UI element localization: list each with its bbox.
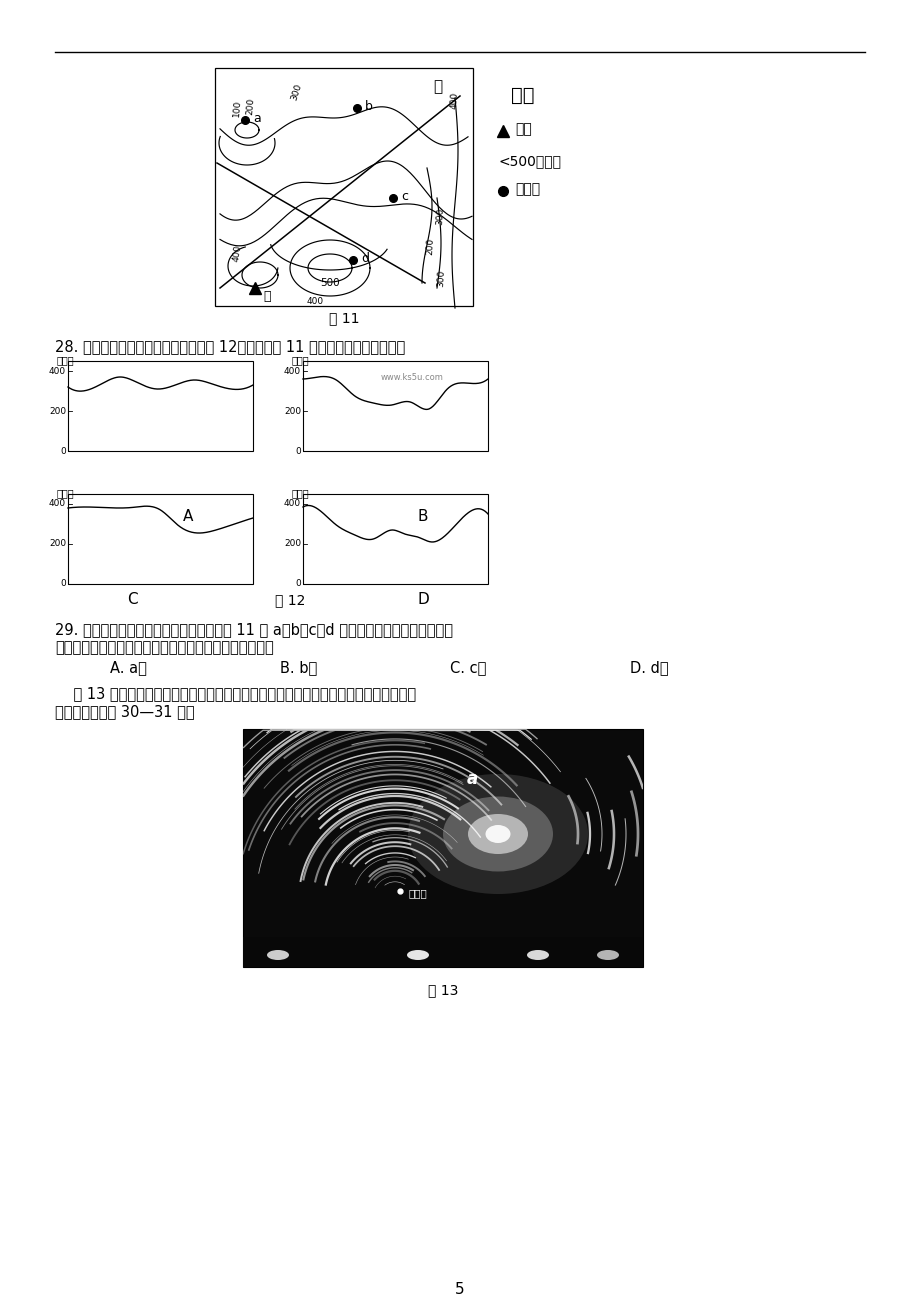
Text: <500等高线: <500等高线: [498, 154, 562, 168]
Text: 28. 在同学们绘制的地形剖面图中（图 12），依据图 11 甲、乙两处连线绘制的是: 28. 在同学们绘制的地形剖面图中（图 12），依据图 11 甲、乙两处连线绘制…: [55, 339, 404, 354]
Text: 图 11: 图 11: [328, 311, 358, 326]
Text: C: C: [128, 592, 138, 607]
Text: 200: 200: [425, 237, 435, 255]
Bar: [68, 361, 253, 450]
Text: 400: 400: [49, 366, 66, 375]
Text: 29. 为了保护生态环境，当地政府计划将图 11 中 a，b，c，d 四处居民点集中到一处。地理: 29. 为了保护生态环境，当地政府计划将图 11 中 a，b，c，d 四处居民点…: [55, 622, 452, 637]
Ellipse shape: [468, 814, 528, 854]
Text: （米）: （米）: [56, 355, 74, 365]
Text: （米）: （米）: [56, 488, 74, 497]
Ellipse shape: [527, 950, 549, 960]
Text: D: D: [417, 592, 428, 607]
Ellipse shape: [443, 797, 552, 871]
Text: C. c处: C. c处: [449, 660, 486, 674]
Text: 300: 300: [436, 270, 446, 286]
Text: 400: 400: [49, 500, 66, 509]
Text: 轨迹。读图回答 30—31 题。: 轨迹。读图回答 30—31 题。: [55, 704, 195, 719]
Text: 山峰: 山峰: [515, 122, 531, 135]
Text: 400: 400: [284, 366, 301, 375]
Text: 乙: 乙: [433, 79, 442, 94]
Text: 5: 5: [455, 1282, 464, 1297]
Text: B: B: [417, 509, 427, 523]
Text: B. b处: B. b处: [279, 660, 317, 674]
Text: 0: 0: [60, 579, 66, 589]
Text: 图 13 所示照片是摄影师在夜晚采用连续曝光技术拍摄的。照片中的弧线为恒星视运动: 图 13 所示照片是摄影师在夜晚采用连续曝光技术拍摄的。照片中的弧线为恒星视运动: [55, 686, 415, 700]
Ellipse shape: [406, 950, 428, 960]
Text: www.ks5u.com: www.ks5u.com: [380, 372, 443, 381]
Bar: [302, 493, 487, 585]
Text: 300: 300: [435, 207, 445, 225]
Text: 200: 200: [245, 98, 256, 115]
Text: 200: 200: [284, 406, 301, 415]
Text: 100: 100: [232, 99, 242, 117]
Text: a: a: [467, 769, 478, 788]
Text: b: b: [365, 99, 372, 112]
Text: （米）: （米）: [291, 355, 309, 365]
Text: D. d处: D. d处: [630, 660, 668, 674]
Ellipse shape: [485, 825, 510, 842]
Text: 200: 200: [49, 539, 66, 548]
Ellipse shape: [596, 950, 618, 960]
Text: 小组建议居民点集中建在水源最丰富的地方，该地应选在: 小组建议居民点集中建在水源最丰富的地方，该地应选在: [55, 641, 274, 655]
Bar: [243, 937, 642, 967]
Bar: [302, 361, 487, 450]
Text: 300: 300: [289, 82, 303, 102]
Ellipse shape: [407, 773, 587, 894]
Text: 图例: 图例: [511, 86, 534, 105]
Text: 图 12: 图 12: [275, 592, 305, 607]
Text: c: c: [401, 190, 407, 203]
Text: 甲: 甲: [263, 289, 270, 302]
Text: 400: 400: [284, 500, 301, 509]
Text: a: a: [253, 112, 260, 125]
Bar: [215, 68, 472, 306]
Text: 200: 200: [49, 406, 66, 415]
Text: 北极星: 北极星: [409, 888, 427, 898]
Text: 200: 200: [284, 539, 301, 548]
Text: 0: 0: [60, 447, 66, 456]
Text: 400: 400: [306, 297, 323, 306]
Bar: [68, 493, 253, 585]
Text: 400: 400: [449, 91, 460, 109]
Text: d: d: [360, 251, 369, 264]
Text: 0: 0: [295, 447, 301, 456]
Text: 图 13: 图 13: [427, 983, 458, 997]
Text: A: A: [183, 509, 193, 523]
Text: 居民点: 居民点: [515, 182, 539, 197]
Text: 400: 400: [231, 243, 243, 262]
Text: 0: 0: [295, 579, 301, 589]
Text: A. a处: A. a处: [110, 660, 147, 674]
Bar: [243, 729, 642, 967]
Text: （米）: （米）: [291, 488, 309, 497]
Ellipse shape: [267, 950, 289, 960]
Text: 500: 500: [320, 279, 339, 288]
